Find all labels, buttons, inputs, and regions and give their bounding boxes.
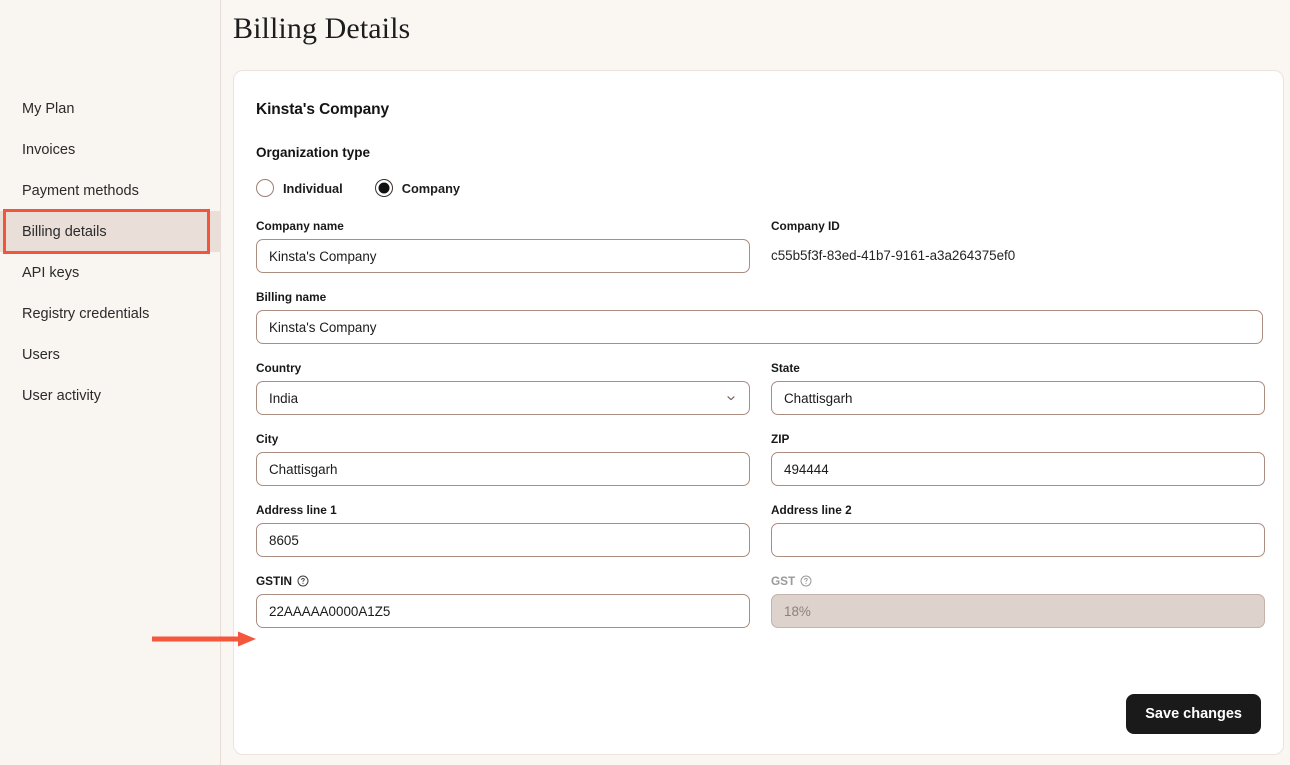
form-row-gst: GSTIN 22AAAAA0000A1Z5 GST 18% — [256, 574, 1265, 628]
sidebar-item-label: API keys — [22, 264, 80, 281]
label-company-id: Company ID — [771, 219, 840, 233]
sidebar-item-billing-details[interactable]: Billing details — [0, 209, 221, 254]
input-address-line-1[interactable]: 8605 — [256, 523, 750, 557]
label-country: Country — [256, 361, 302, 375]
label-gstin: GSTIN — [256, 574, 750, 588]
input-gstin[interactable]: 22AAAAA0000A1Z5 — [256, 594, 750, 628]
input-company-name[interactable]: Kinsta's Company — [256, 239, 750, 273]
sidebar-item-label: Registry credentials — [22, 305, 150, 322]
input-state[interactable]: Chattisgarh — [771, 381, 1265, 415]
page-title: Billing Details — [233, 12, 411, 45]
sidebar-item-registry-credentials[interactable]: Registry credentials — [0, 293, 221, 334]
form-row-address: Address line 1 8605 Address line 2 — [256, 503, 1265, 557]
radio-option-individual[interactable]: Individual — [256, 179, 343, 197]
value-country: India — [269, 390, 299, 406]
sidebar-item-my-plan[interactable]: My Plan — [0, 88, 221, 129]
field-city: City Chattisgarh — [256, 432, 750, 486]
input-zip[interactable]: 494444 — [771, 452, 1265, 486]
label-company-name: Company name — [256, 219, 344, 233]
radio-label-individual: Individual — [283, 180, 343, 196]
sidebar-item-label: Payment methods — [22, 182, 139, 199]
label-billing-name: Billing name — [256, 290, 327, 304]
form-row-company: Company name Kinsta's Company Company ID… — [256, 219, 1261, 273]
label-gst: GST — [771, 574, 1265, 588]
billing-form: Company name Kinsta's Company Company ID… — [256, 219, 1265, 628]
sidebar-nav-list: My Plan Invoices Payment methods Billing… — [0, 88, 221, 416]
label-zip: ZIP — [771, 432, 790, 446]
billing-details-card: Kinsta's Company Organization type Indiv… — [233, 70, 1284, 755]
field-company-name: Company name Kinsta's Company — [256, 219, 750, 273]
help-circle-icon[interactable] — [800, 575, 812, 587]
field-gst: GST 18% — [771, 574, 1265, 628]
field-gstin: GSTIN 22AAAAA0000A1Z5 — [256, 574, 750, 628]
sidebar-item-label: User activity — [22, 387, 101, 404]
sidebar: My Plan Invoices Payment methods Billing… — [0, 0, 221, 765]
label-address-line-1: Address line 1 — [256, 503, 337, 517]
label-city: City — [256, 432, 279, 446]
radio-label-company: Company — [401, 180, 461, 196]
chevron-down-icon — [725, 392, 737, 404]
help-circle-icon[interactable] — [297, 575, 309, 587]
input-address-line-2[interactable] — [771, 523, 1265, 557]
sidebar-item-label: Invoices — [22, 141, 76, 158]
input-city[interactable]: Chattisgarh — [256, 452, 750, 486]
sidebar-item-users[interactable]: Users — [0, 334, 221, 375]
field-state: State Chattisgarh — [771, 361, 1265, 415]
organization-type-label: Organization type — [256, 145, 371, 160]
field-address-line-2: Address line 2 — [771, 503, 1265, 557]
sidebar-item-label: Users — [22, 346, 60, 363]
field-billing-name: Billing name Kinsta's Company — [256, 290, 1263, 344]
sidebar-item-user-activity[interactable]: User activity — [0, 375, 221, 416]
form-row-city-zip: City Chattisgarh ZIP 494444 — [256, 432, 1265, 486]
input-billing-name[interactable]: Kinsta's Company — [256, 310, 1263, 344]
field-zip: ZIP 494444 — [771, 432, 1265, 486]
field-country: Country India — [256, 361, 750, 415]
sidebar-item-api-keys[interactable]: API keys — [0, 252, 221, 293]
save-changes-button[interactable]: Save changes — [1126, 694, 1261, 734]
label-state: State — [771, 361, 800, 375]
value-company-id: c55b5f3f-83ed-41b7-9161-a3a264375ef0 — [771, 248, 1016, 263]
select-country[interactable]: India — [256, 381, 750, 415]
sidebar-item-payment-methods[interactable]: Payment methods — [0, 170, 221, 211]
organization-type-radio-group: Individual Company — [256, 179, 1261, 197]
sidebar-item-invoices[interactable]: Invoices — [0, 129, 221, 170]
form-row-billing-name: Billing name Kinsta's Company — [256, 290, 1263, 344]
radio-option-company[interactable]: Company — [374, 179, 461, 197]
card-title: Kinsta's Company — [256, 101, 390, 118]
save-button-wrap: Save changes — [1126, 694, 1261, 734]
label-address-line-2: Address line 2 — [771, 503, 852, 517]
sidebar-item-label: My Plan — [22, 100, 75, 117]
field-address-line-1: Address line 1 8605 — [256, 503, 750, 557]
form-row-country-state: Country India State Chattisgarh — [256, 361, 1265, 415]
label-gstin-text: GSTIN — [256, 574, 293, 588]
input-gst: 18% — [771, 594, 1265, 628]
radio-circle-company-icon[interactable] — [374, 179, 393, 197]
label-gst-text: GST — [771, 574, 796, 588]
field-company-id: Company ID c55b5f3f-83ed-41b7-9161-a3a26… — [771, 219, 1265, 273]
radio-circle-individual-icon[interactable] — [256, 179, 274, 197]
sidebar-item-label: Billing details — [22, 223, 107, 240]
